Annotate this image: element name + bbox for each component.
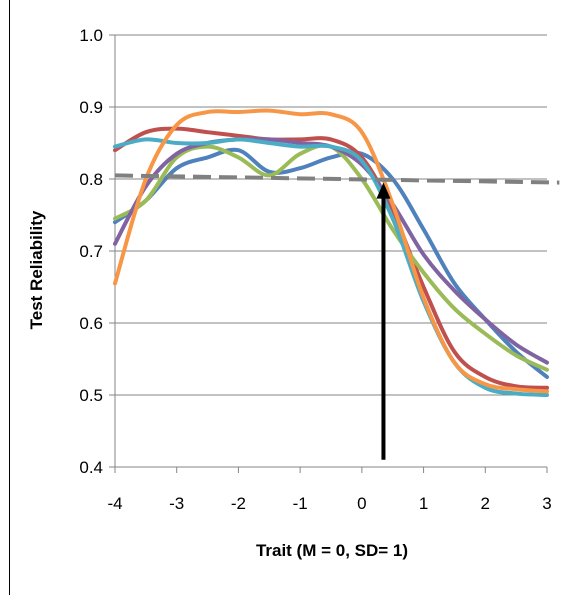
x-tick-label: 1 <box>419 494 428 513</box>
y-tick-label: 0.9 <box>79 98 103 117</box>
y-axis-title: Test Reliability <box>27 210 46 329</box>
x-tick-label: 3 <box>542 494 551 513</box>
y-tick-label: 0.8 <box>79 170 103 189</box>
x-tick-label: -1 <box>293 494 308 513</box>
y-tick-label: 0.5 <box>79 386 103 405</box>
x-tick-label: -2 <box>231 494 246 513</box>
y-tick-label: 0.4 <box>79 458 103 477</box>
y-tick-label: 0.7 <box>79 242 103 261</box>
tick-labels: 0.4 0.5 0.6 0.7 0.8 0.9 1.0 -4 -3 -2 -1 0 1 2 3 <box>79 26 551 513</box>
y-tick-label: 0.6 <box>79 314 103 333</box>
x-tick-label: 2 <box>481 494 490 513</box>
x-tick-label: -4 <box>107 494 122 513</box>
series-lines <box>115 111 547 395</box>
x-tick-label: 0 <box>357 494 366 513</box>
x-tick-label: -3 <box>169 494 184 513</box>
axes <box>109 35 547 473</box>
y-tick-label: 1.0 <box>79 26 103 45</box>
x-axis-title: Trait (M = 0, SD= 1) <box>256 541 408 560</box>
series-line-1 <box>115 150 547 377</box>
gridlines <box>115 35 547 395</box>
